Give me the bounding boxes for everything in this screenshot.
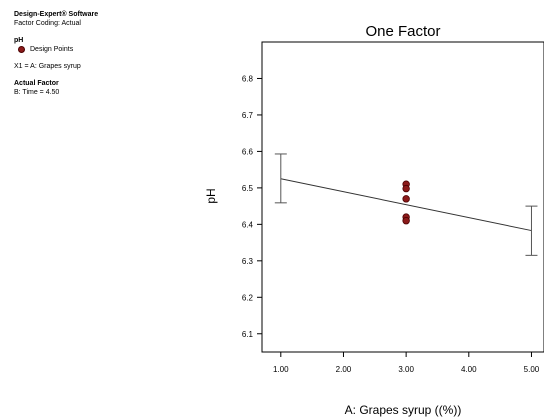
design-point [402,217,410,225]
y-axis: 6.1 6.2 6.3 6.4 6.5 6.6 6.7 6.8 [242,74,262,339]
legend-design-points: Design Points [14,45,98,54]
y-tick-label: 6.7 [242,111,254,120]
y-tick-label: 6.8 [242,74,254,83]
design-point-marker-icon [18,46,25,53]
y-tick-label: 6.5 [242,184,254,193]
x-tick-label: 4.00 [461,365,477,374]
plot-marks [274,153,538,256]
x-tick-label: 3.00 [398,365,414,374]
x-axis: 1.00 2.00 3.00 4.00 5.00 [273,352,540,374]
chart-title: One Factor [365,23,440,40]
x-tick-label: 2.00 [336,365,352,374]
x-tick-label: 1.00 [273,365,289,374]
design-point [402,184,410,193]
response-name: pH [14,37,24,44]
y-tick-label: 6.6 [242,147,254,156]
y-tick-label: 6.2 [242,293,254,302]
actual-factor-heading: Actual Factor [14,80,59,87]
y-tick-label: 6.4 [242,220,254,229]
software-name: Design-Expert® Software [14,11,99,18]
legend-label: Design Points [30,46,74,53]
actual-factor-value: B: Time = 4.50 [14,89,60,96]
x-axis-label: A: Grapes syrup ((%)) [345,403,462,417]
x-tick-label: 5.00 [524,365,540,374]
y-tick-label: 6.1 [242,330,254,339]
factor-coding: Factor Coding: Actual [14,20,81,27]
info-panel: Design-Expert® Software Factor Coding: A… [14,10,98,97]
y-tick-label: 6.3 [242,257,254,266]
factor-x-label: X1 = A: Grapes syrup [14,63,81,70]
plot-frame [261,41,544,353]
prediction-line [280,178,532,232]
design-point [402,195,410,203]
y-axis-label: pH [204,188,218,203]
